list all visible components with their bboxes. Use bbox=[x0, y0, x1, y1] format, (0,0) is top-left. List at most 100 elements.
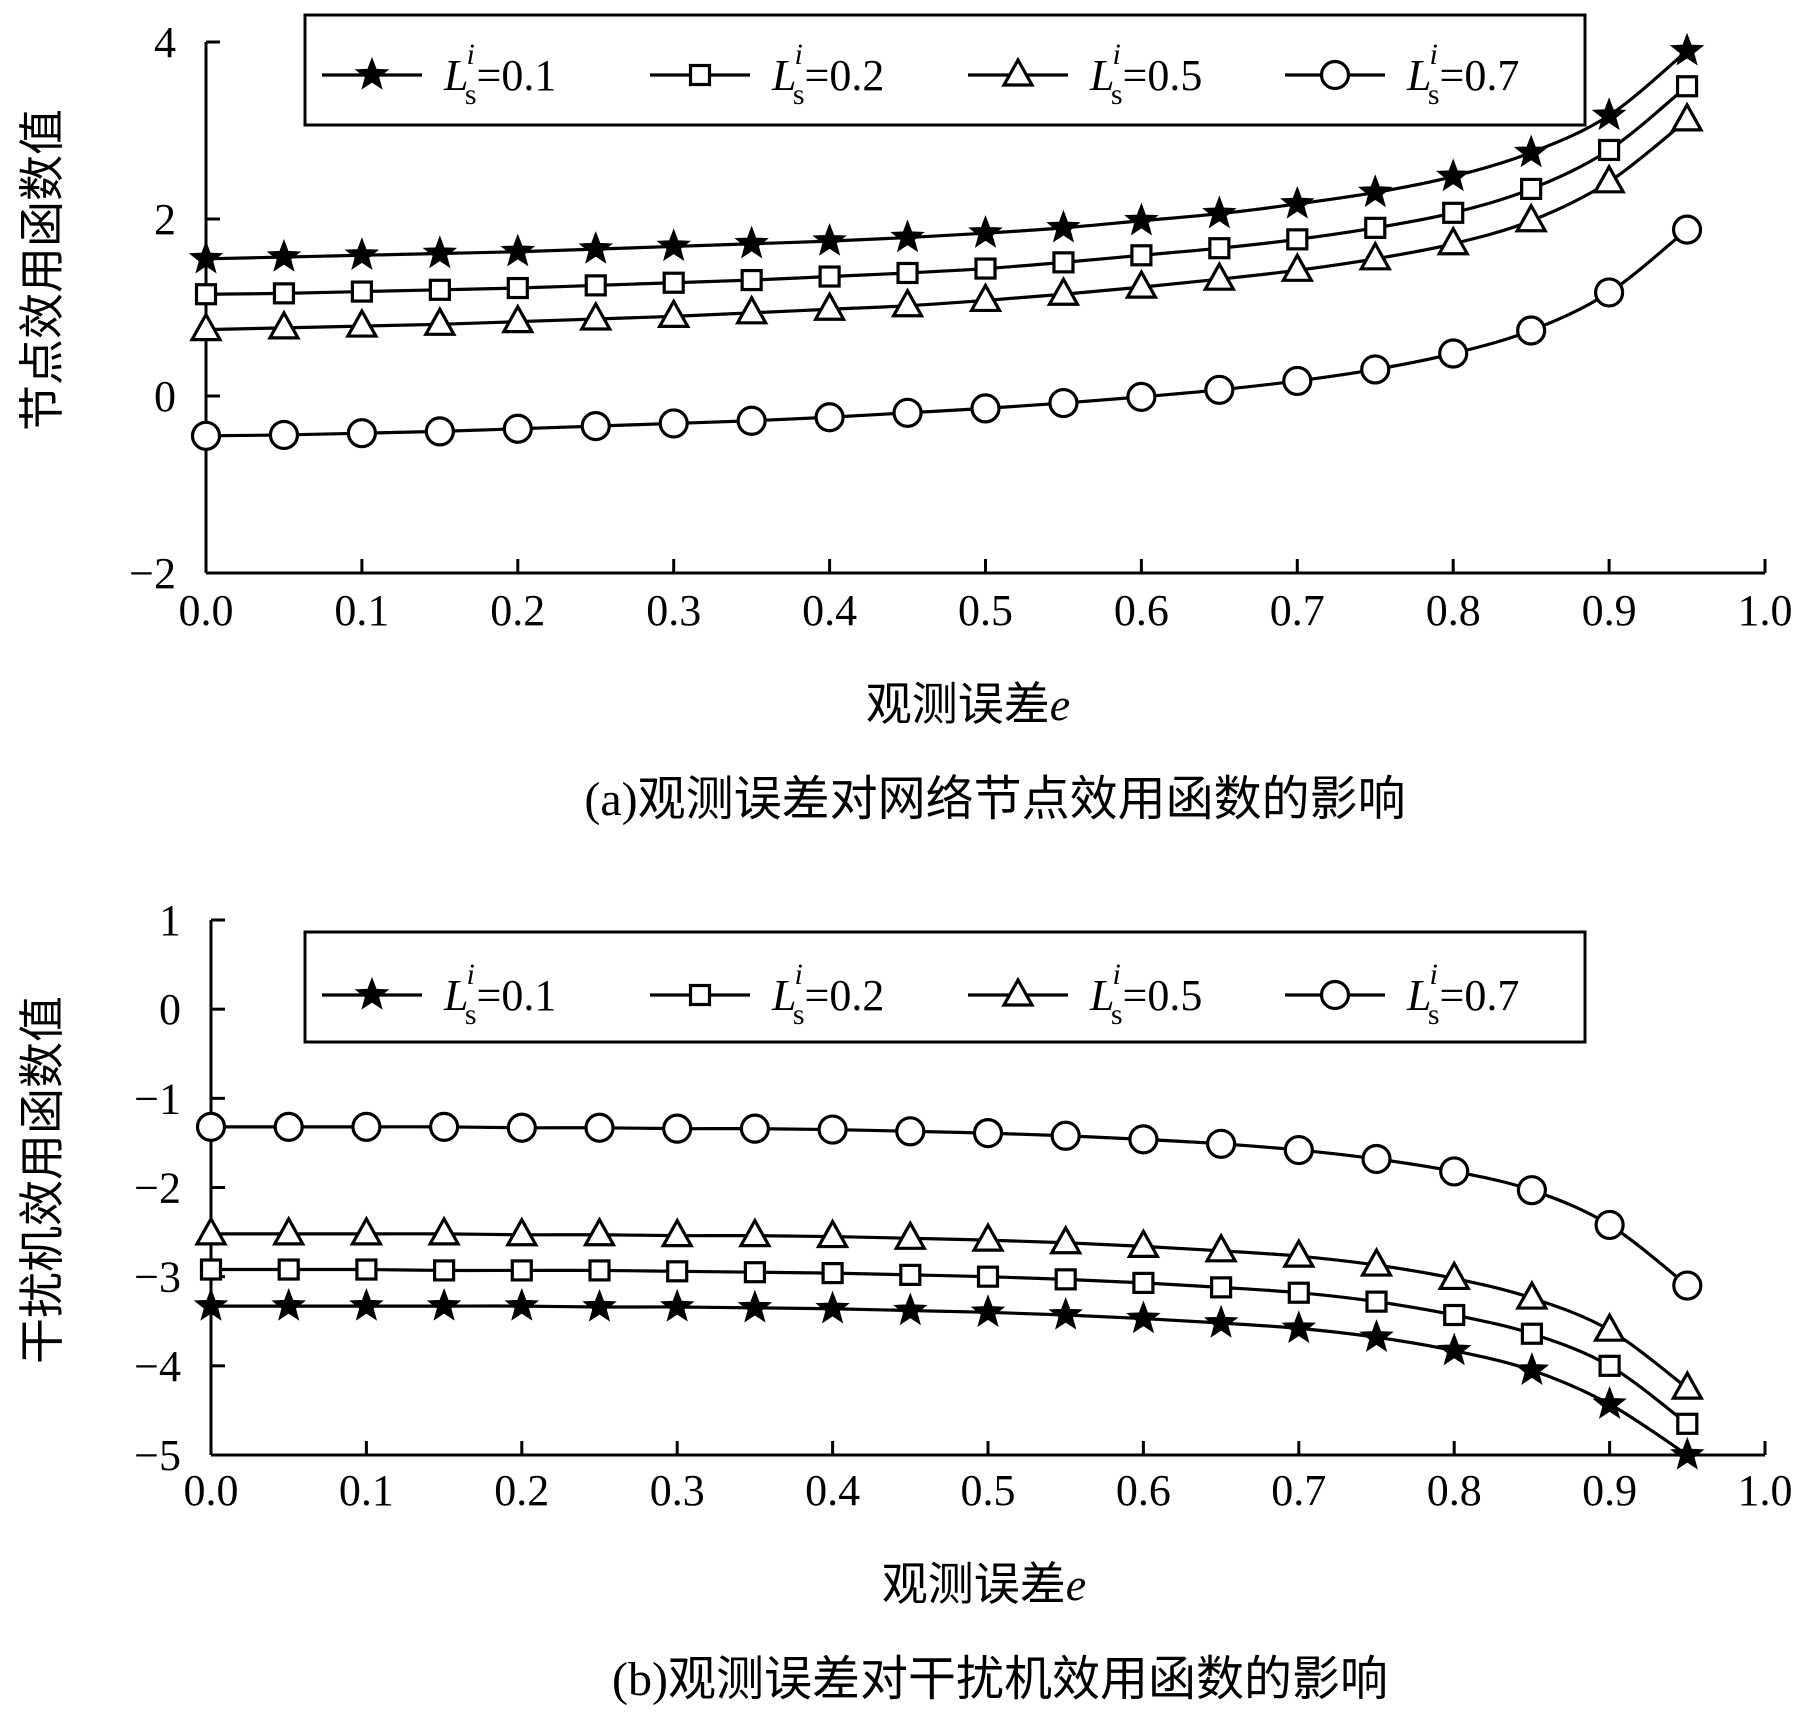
legend-label: Li s=0.7 bbox=[1406, 958, 1519, 1031]
x-tick-label: 0.5 bbox=[961, 1466, 1016, 1515]
data-point-star bbox=[1514, 1352, 1550, 1385]
data-point-circle bbox=[1361, 1143, 1392, 1175]
data-point-square bbox=[433, 1259, 456, 1282]
legend-label-sup: i bbox=[794, 38, 802, 71]
data-point-star bbox=[812, 222, 847, 256]
x-tick-label: 0.8 bbox=[1427, 1466, 1482, 1515]
series-circle bbox=[190, 214, 1703, 451]
plot-area: 0.0 0.1 0.2 0.3 0.4 0.5 0.6 0.7 0.8 0.9 1.0 −2 0 2 4 Li… bbox=[129, 13, 1793, 635]
data-point-star bbox=[734, 225, 769, 259]
legend-label-value: =0.7 bbox=[1440, 971, 1520, 1020]
data-point-square bbox=[1208, 237, 1231, 260]
x-axis-title-text: 观测误差 bbox=[882, 1559, 1066, 1610]
x-tick-label: 0.8 bbox=[1426, 586, 1481, 635]
legend-label-base: L bbox=[443, 51, 468, 100]
panel-caption: (a)观测误差对网络节点效用函数的影响 bbox=[584, 773, 1405, 826]
legend-label-sub: s bbox=[793, 998, 805, 1031]
panel-caption: (b)观测误差对干扰机效用函数的影响 bbox=[612, 1653, 1388, 1706]
data-point-square bbox=[974, 257, 997, 280]
x-tick-label: 0.3 bbox=[646, 586, 701, 635]
legend-label-sub: s bbox=[793, 78, 805, 111]
data-point-circle bbox=[658, 408, 689, 439]
data-point-triangle bbox=[189, 311, 223, 342]
legend-label-sub: s bbox=[465, 78, 477, 111]
x-tick-label: 0.4 bbox=[805, 1466, 860, 1515]
data-point-triangle bbox=[968, 282, 1003, 313]
data-point-circle bbox=[895, 1116, 926, 1147]
legend-label-sub: s bbox=[1428, 78, 1440, 111]
x-axis-variable: e bbox=[1050, 679, 1070, 730]
data-point-triangle bbox=[1436, 225, 1470, 256]
data-point-star bbox=[344, 237, 380, 270]
data-point-square bbox=[666, 1260, 689, 1283]
legend-entry: Li s=0.2 bbox=[650, 958, 884, 1031]
data-point-star bbox=[1124, 202, 1159, 236]
data-point-circle bbox=[1283, 1134, 1314, 1166]
data-point-square bbox=[818, 265, 841, 288]
legend-label-sub: s bbox=[1428, 998, 1440, 1031]
legend-label-value: =0.5 bbox=[1123, 51, 1203, 100]
x-tick-label: 0.7 bbox=[1271, 1466, 1326, 1515]
legend-label: Li s=0.2 bbox=[771, 958, 884, 1031]
y-tick-label: 2 bbox=[154, 195, 176, 244]
data-point-triangle bbox=[1124, 268, 1159, 299]
data-point-triangle bbox=[890, 287, 925, 318]
data-point-square bbox=[428, 278, 451, 301]
data-point-triangle bbox=[345, 307, 379, 338]
series-square bbox=[194, 75, 1699, 306]
data-point-star bbox=[271, 1287, 306, 1321]
data-point-star bbox=[890, 219, 925, 253]
legend-label-value: =0.1 bbox=[477, 51, 557, 100]
legend-marker-triangle bbox=[1001, 56, 1035, 87]
data-point-circle bbox=[970, 393, 1001, 424]
data-point-circle bbox=[1594, 1209, 1625, 1241]
legend-label-value: =0.2 bbox=[805, 971, 885, 1020]
data-point-circle bbox=[1126, 381, 1157, 412]
legend-label-base: L bbox=[1406, 51, 1431, 100]
x-tick-label: 0.4 bbox=[802, 586, 857, 635]
data-point-square bbox=[1365, 1290, 1388, 1313]
x-tick-label: 0.9 bbox=[1582, 1466, 1637, 1515]
data-point-star bbox=[737, 1289, 773, 1323]
legend-label-base: L bbox=[771, 51, 796, 100]
y-tick-label: −2 bbox=[134, 1164, 181, 1213]
legend-label-sup: i bbox=[1429, 38, 1437, 71]
data-point-square bbox=[1675, 75, 1699, 98]
data-point-star bbox=[1126, 1300, 1161, 1334]
data-point-star bbox=[426, 1287, 462, 1321]
data-point-triangle bbox=[1202, 260, 1237, 291]
data-point-triangle bbox=[1280, 252, 1315, 282]
legend-entry: Li s=0.5 bbox=[968, 38, 1202, 111]
series-triangle bbox=[189, 101, 1704, 342]
data-point-triangle bbox=[423, 306, 457, 336]
data-point-circle bbox=[1204, 374, 1235, 405]
data-point-triangle bbox=[893, 1220, 928, 1250]
y-axis-title: 干扰机效用函数值 bbox=[17, 996, 68, 1364]
legend-label-base: L bbox=[771, 971, 796, 1020]
chart-panel-b: 0.0 0.1 0.2 0.3 0.4 0.5 0.6 0.7 0.8 0.9 1.0 −5 −4 −3 −… bbox=[17, 896, 1793, 1706]
data-point-triangle bbox=[1359, 1246, 1394, 1277]
data-point-triangle bbox=[267, 309, 301, 340]
legend-label: Li s=0.7 bbox=[1406, 38, 1519, 111]
legend-label-sup: i bbox=[466, 958, 474, 991]
data-point-circle bbox=[972, 1118, 1004, 1149]
data-point-circle bbox=[736, 405, 767, 436]
data-point-star bbox=[968, 215, 1003, 248]
data-point-triangle bbox=[194, 1215, 228, 1246]
x-tick-label: 1.0 bbox=[1738, 1466, 1793, 1515]
legend-marker-circle bbox=[1319, 59, 1351, 91]
data-point-star bbox=[1048, 1296, 1083, 1330]
series-star bbox=[188, 32, 1705, 274]
data-point-star bbox=[656, 228, 691, 262]
data-point-triangle bbox=[1282, 1237, 1316, 1268]
legend-label-sup: i bbox=[1112, 38, 1120, 71]
y-axis-title: 节点效用函数值 bbox=[17, 109, 68, 431]
legend-label: Li s=0.1 bbox=[443, 38, 556, 111]
data-point-triangle bbox=[738, 1217, 772, 1248]
x-tick-label: 0.6 bbox=[1116, 1466, 1171, 1515]
data-point-star bbox=[1046, 209, 1081, 243]
legend-label-sup: i bbox=[1429, 958, 1437, 991]
data-point-star bbox=[1202, 195, 1237, 229]
data-point-triangle bbox=[1514, 202, 1548, 233]
data-point-circle bbox=[195, 1111, 227, 1142]
